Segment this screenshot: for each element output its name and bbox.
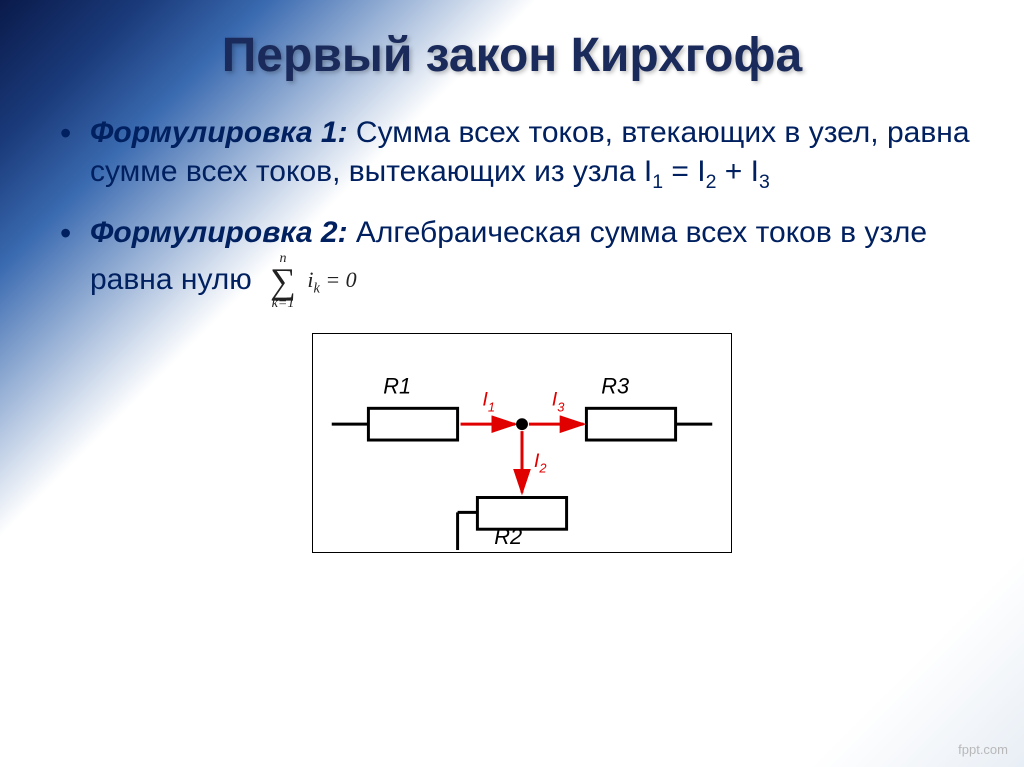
bullet-1-equation: I1 = I2 + I3 bbox=[644, 155, 770, 188]
slide-title: Первый закон Кирхгофа bbox=[0, 0, 1024, 93]
node-dot bbox=[516, 418, 528, 430]
bullet-1: Формулировка 1: Сумма всех токов, втекаю… bbox=[60, 113, 984, 195]
sigma-block: n ∑ k=1 bbox=[270, 252, 296, 311]
eq-eq: = bbox=[663, 155, 697, 188]
sigma-rhs-eq: = 0 bbox=[320, 267, 357, 292]
current-label-I3: I3 bbox=[552, 388, 566, 414]
eq-s3: 3 bbox=[759, 171, 770, 193]
slide: Первый закон Кирхгофа Формулировка 1: Су… bbox=[0, 0, 1024, 767]
eq-s2: 2 bbox=[706, 171, 717, 193]
currents: I1 I3 I2 bbox=[461, 388, 584, 492]
resistor-R1 bbox=[368, 408, 457, 440]
current-label-I2: I2 bbox=[534, 450, 547, 476]
bullet-2: Формулировка 2: Алгебраическая сумма все… bbox=[60, 213, 984, 311]
eq-plus: + bbox=[716, 155, 750, 188]
bullet-2-label: Формулировка 2: bbox=[90, 216, 348, 249]
sigma-rhs: ik = 0 bbox=[307, 267, 356, 292]
eq-i3: I bbox=[751, 155, 759, 188]
sigma-bottom: k=1 bbox=[272, 297, 295, 311]
current-label-I1: I1 bbox=[482, 388, 495, 414]
eq-s1: 1 bbox=[652, 171, 663, 193]
sigma-formula: n ∑ k=1 ik = 0 bbox=[270, 252, 357, 311]
eq-i1: I bbox=[644, 155, 652, 188]
content-area: Формулировка 1: Сумма всех токов, втекаю… bbox=[0, 93, 1024, 553]
resistor-R3 bbox=[586, 408, 675, 440]
resistor-label-R2: R2 bbox=[494, 524, 522, 549]
circuit-diagram: R1 R3 R2 I1 I3 I2 bbox=[312, 333, 732, 553]
resistor-label-R1: R1 bbox=[383, 373, 411, 398]
bullet-1-label: Формулировка 1: bbox=[90, 116, 348, 149]
eq-i2: I bbox=[697, 155, 705, 188]
footer-link: fppt.com bbox=[958, 742, 1008, 757]
resistor-label-R3: R3 bbox=[601, 373, 629, 398]
circuit-svg: R1 R3 R2 I1 I3 I2 bbox=[313, 334, 731, 552]
sigma-symbol: ∑ bbox=[270, 266, 296, 297]
